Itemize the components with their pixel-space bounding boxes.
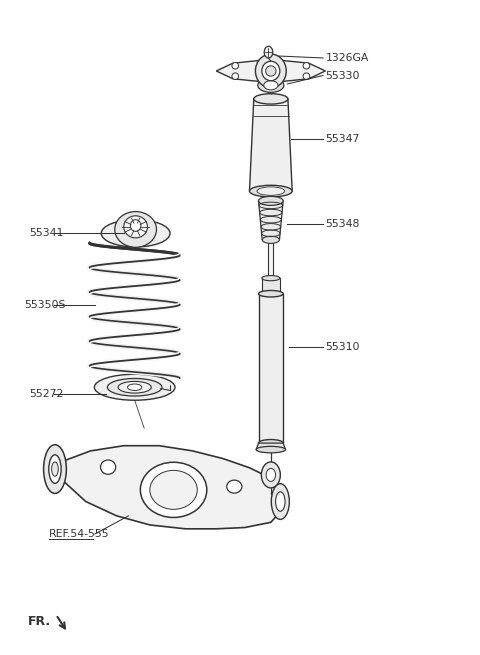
Ellipse shape: [118, 381, 151, 393]
Text: 55350S: 55350S: [24, 300, 66, 310]
Ellipse shape: [95, 374, 175, 400]
Ellipse shape: [257, 187, 285, 195]
Polygon shape: [262, 278, 280, 292]
Ellipse shape: [259, 440, 283, 447]
Circle shape: [261, 462, 280, 488]
Ellipse shape: [303, 62, 310, 69]
Text: 55310: 55310: [325, 342, 360, 352]
Ellipse shape: [254, 94, 288, 104]
Polygon shape: [216, 60, 325, 83]
Ellipse shape: [44, 445, 66, 493]
Ellipse shape: [140, 462, 207, 517]
Ellipse shape: [108, 379, 162, 396]
Ellipse shape: [255, 54, 286, 88]
Text: 55347: 55347: [325, 134, 360, 144]
Polygon shape: [259, 293, 283, 443]
Circle shape: [266, 468, 276, 481]
Ellipse shape: [115, 212, 156, 248]
Ellipse shape: [276, 492, 285, 512]
Polygon shape: [268, 242, 273, 282]
Ellipse shape: [250, 185, 292, 197]
Ellipse shape: [271, 483, 289, 519]
Ellipse shape: [232, 62, 239, 69]
Ellipse shape: [49, 455, 61, 483]
Ellipse shape: [100, 460, 116, 474]
Text: 55341: 55341: [29, 229, 63, 238]
Ellipse shape: [227, 480, 242, 493]
Ellipse shape: [265, 66, 276, 76]
Text: 55348: 55348: [325, 219, 360, 229]
Ellipse shape: [262, 61, 280, 81]
Ellipse shape: [131, 219, 141, 231]
Text: 55272: 55272: [29, 389, 63, 399]
Text: 1326GA: 1326GA: [325, 53, 369, 63]
Ellipse shape: [259, 290, 283, 297]
Text: REF.54-555: REF.54-555: [49, 529, 110, 539]
Text: FR.: FR.: [27, 614, 50, 627]
Ellipse shape: [303, 73, 310, 79]
Polygon shape: [259, 201, 283, 240]
Text: 55330: 55330: [325, 71, 360, 81]
Ellipse shape: [256, 446, 286, 453]
Polygon shape: [48, 445, 284, 529]
Ellipse shape: [262, 276, 280, 281]
Ellipse shape: [232, 73, 239, 79]
Ellipse shape: [258, 78, 284, 92]
Ellipse shape: [150, 470, 197, 510]
Ellipse shape: [262, 236, 279, 244]
Ellipse shape: [259, 196, 283, 206]
Polygon shape: [250, 99, 292, 191]
Ellipse shape: [128, 384, 142, 390]
Ellipse shape: [101, 219, 170, 247]
Polygon shape: [256, 443, 286, 449]
Ellipse shape: [124, 215, 147, 238]
Ellipse shape: [264, 81, 278, 90]
Ellipse shape: [52, 462, 58, 476]
Ellipse shape: [264, 47, 273, 58]
